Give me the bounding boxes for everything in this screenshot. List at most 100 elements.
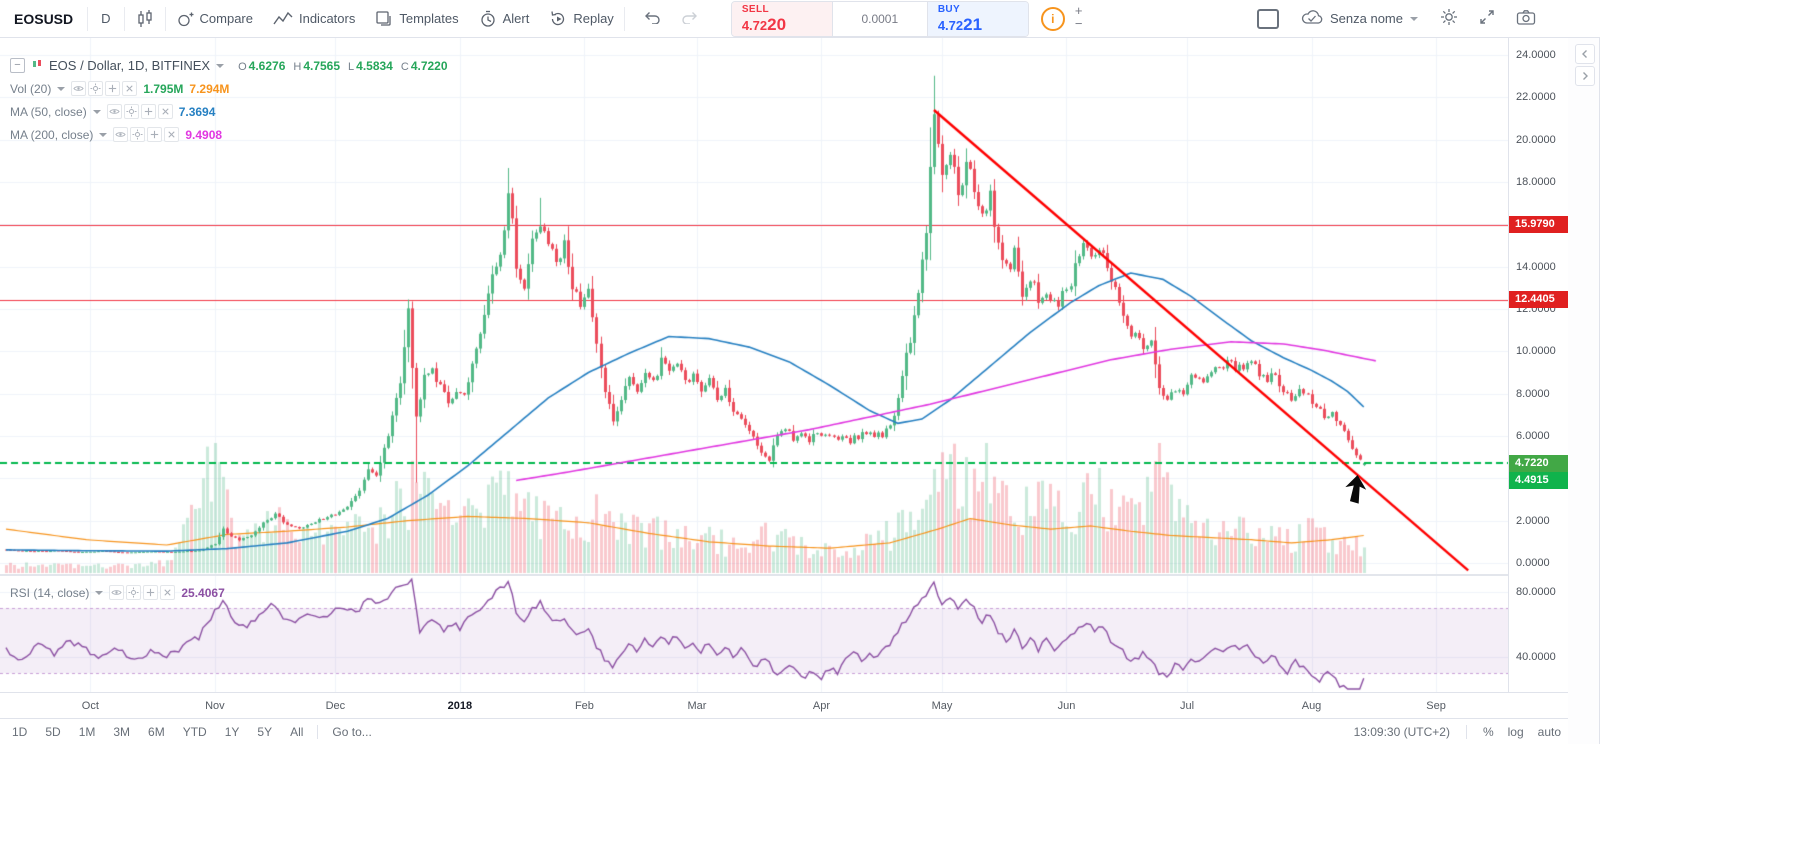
buy-button[interactable]: BUY 4.7221 — [927, 1, 1028, 36]
low-value: 4.5834 — [356, 58, 393, 73]
expand-panel-chevron-icon[interactable] — [1575, 66, 1595, 86]
close-icon[interactable] — [160, 585, 176, 600]
range-button-6m[interactable]: 6M — [148, 724, 165, 739]
close-icon[interactable] — [157, 104, 173, 119]
eye-icon[interactable] — [109, 585, 125, 600]
layout-select-button[interactable] — [1247, 8, 1289, 29]
rsi-value: 25.4067 — [181, 585, 225, 600]
spread-value: 0.0001 — [831, 1, 928, 36]
chevron-down-icon[interactable] — [216, 63, 225, 68]
study-action-icons — [71, 81, 138, 96]
info-icon[interactable]: i — [1040, 6, 1065, 31]
chart-style-button[interactable] — [125, 0, 165, 38]
price-pane-canvas[interactable] — [0, 38, 1508, 574]
close-icon[interactable] — [164, 127, 180, 142]
templates-button[interactable]: Templates — [365, 0, 468, 38]
eye-icon[interactable] — [71, 81, 87, 96]
time-axis-label: Dec — [325, 700, 346, 712]
plus-icon[interactable] — [147, 127, 163, 142]
time-axis-label: Sep — [1426, 700, 1446, 712]
toolbar-separator — [123, 6, 125, 31]
volume-study-label[interactable]: Vol (20) — [10, 81, 52, 96]
settings-button[interactable] — [1430, 8, 1468, 29]
range-button-1m[interactable]: 1M — [78, 724, 96, 739]
collapse-panel-chevron-icon[interactable] — [1575, 44, 1595, 64]
close-value: 4.7220 — [410, 58, 448, 73]
plus-icon[interactable] — [143, 585, 159, 600]
range-button-5y[interactable]: 5Y — [257, 724, 273, 739]
eye-icon[interactable] — [113, 127, 129, 142]
chevron-down-icon[interactable] — [99, 132, 108, 137]
study-action-icons — [113, 127, 180, 142]
fullscreen-button[interactable] — [1468, 8, 1506, 29]
save-layout-button[interactable]: Senza nome — [1289, 9, 1430, 28]
quantity-stepper: + − — [1074, 2, 1083, 32]
symbol-description[interactable]: EOS / Dollar, 1D, BITFINEX — [49, 58, 211, 73]
price-tick-label: 2.0000 — [1516, 514, 1550, 527]
sell-label: SELL — [741, 3, 769, 15]
plus-icon[interactable] — [105, 81, 121, 96]
compare-button[interactable]: Compare — [166, 0, 263, 38]
plus-icon[interactable] — [140, 104, 156, 119]
camera-icon — [1516, 9, 1536, 29]
mini-candle-icon — [31, 58, 43, 73]
templates-icon — [375, 10, 393, 28]
log-scale-button[interactable]: log — [1507, 724, 1524, 739]
range-button-all[interactable]: All — [290, 724, 304, 739]
close-icon[interactable] — [122, 81, 138, 96]
low-label: L — [348, 60, 355, 73]
ma50-study-label[interactable]: MA (50, close) — [10, 104, 87, 119]
range-button-1y[interactable]: 1Y — [224, 724, 240, 739]
range-button-ytd[interactable]: YTD — [182, 724, 207, 739]
undo-button[interactable] — [633, 10, 671, 27]
price-tick-label: 20.0000 — [1516, 133, 1556, 146]
indicators-button[interactable]: Indicators — [263, 0, 365, 38]
range-button-5d[interactable]: 5D — [45, 724, 61, 739]
auto-scale-button[interactable]: auto — [1537, 724, 1561, 739]
redo-button[interactable] — [671, 10, 709, 27]
volume-ma-value: 7.294M — [189, 81, 230, 96]
symbol-button[interactable]: EOSUSD — [0, 0, 87, 38]
study-action-icons — [109, 585, 176, 600]
screenshot-button[interactable] — [1506, 9, 1546, 29]
pane-resize-handle[interactable] — [0, 574, 1568, 576]
chevron-down-icon[interactable] — [95, 590, 104, 595]
minus-button[interactable]: − — [1074, 15, 1083, 31]
price-level-badge: 12.4405 — [1509, 291, 1568, 309]
price-tick-label: 10.0000 — [1516, 345, 1556, 358]
gear-icon[interactable] — [123, 104, 139, 119]
rsi-study-label[interactable]: RSI (14, close) — [10, 585, 90, 600]
range-button-1d[interactable]: 1D — [12, 724, 28, 739]
alert-button[interactable]: Alert — [469, 0, 540, 38]
gear-icon[interactable] — [130, 127, 146, 142]
trade-widget: SELL 4.7220 0.0001 BUY 4.7221 — [730, 0, 1029, 37]
time-axis-label: Oct — [81, 700, 99, 712]
buy-price-big: 21 — [963, 14, 983, 34]
rsi-pane-canvas[interactable] — [0, 576, 1508, 692]
replay-button[interactable]: Replay — [539, 0, 623, 38]
price-level-badge: 4.7220 — [1509, 454, 1568, 472]
open-label: O — [238, 60, 247, 73]
ma50-legend-row: MA (50, close) 7.3694 — [10, 104, 215, 119]
collapse-pane-icon[interactable]: − — [10, 58, 25, 73]
drawn-arrow-marker[interactable] — [1343, 475, 1369, 505]
gear-icon[interactable] — [88, 81, 104, 96]
range-button-3m[interactable]: 3M — [113, 724, 131, 739]
close-label: C — [400, 60, 409, 73]
gear-icon[interactable] — [126, 585, 142, 600]
spread-text: 0.0001 — [861, 11, 899, 26]
eye-icon[interactable] — [106, 104, 122, 119]
plus-button[interactable]: + — [1074, 2, 1083, 18]
ma200-study-label[interactable]: MA (200, close) — [10, 127, 94, 142]
chevron-down-icon[interactable] — [92, 109, 101, 114]
percent-scale-button[interactable]: % — [1482, 724, 1494, 739]
price-axis[interactable]: 24.000022.000020.000018.000016.000014.00… — [1508, 38, 1569, 692]
chevron-down-icon[interactable] — [57, 86, 66, 91]
time-axis[interactable]: Oct Nov Dec 2018 Feb Mar Apr May Jun Jul Aug Sep — [0, 692, 1600, 719]
interval-button[interactable]: D — [88, 0, 123, 38]
goto-date-button[interactable]: Go to... — [332, 724, 372, 739]
sell-button[interactable]: SELL 4.7220 — [731, 1, 832, 36]
price-tick-label: 22.0000 — [1516, 91, 1556, 104]
buy-label: BUY — [937, 3, 961, 15]
